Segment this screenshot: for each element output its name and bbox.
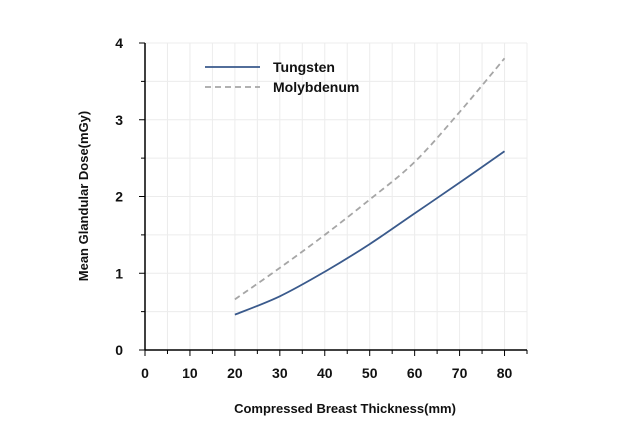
x-tick-label: 40 <box>317 365 333 381</box>
x-tick-label: 80 <box>497 365 513 381</box>
x-tick-label: 0 <box>141 365 149 381</box>
y-tick-label: 4 <box>115 35 123 51</box>
legend: Tungsten Molybdenum <box>205 59 359 95</box>
series <box>234 57 506 316</box>
grid <box>144 42 528 351</box>
y-tick-label: 0 <box>115 342 123 358</box>
y-tick-label: 1 <box>115 265 123 281</box>
x-tick-label: 20 <box>227 365 243 381</box>
x-tick-label: 30 <box>272 365 288 381</box>
x-tick-label: 50 <box>362 365 378 381</box>
series-line-molybdenum <box>234 57 506 301</box>
series-line-tungsten <box>234 150 506 316</box>
x-axis-title: Compressed Breast Thickness(mm) <box>234 401 456 416</box>
y-tick-label: 2 <box>115 189 123 205</box>
x-tick-label: 10 <box>182 365 198 381</box>
x-tick-label: 60 <box>407 365 423 381</box>
legend-label-molybdenum: Molybdenum <box>273 79 359 95</box>
legend-label-tungsten: Tungsten <box>273 59 335 75</box>
y-tick-label: 3 <box>115 112 123 128</box>
y-axis-title: Mean Glandular Dose(mGy) <box>76 111 91 281</box>
x-tick-label: 70 <box>452 365 468 381</box>
axes: 0 10 20 30 40 50 60 70 80 0 1 2 3 4 <box>115 35 528 381</box>
